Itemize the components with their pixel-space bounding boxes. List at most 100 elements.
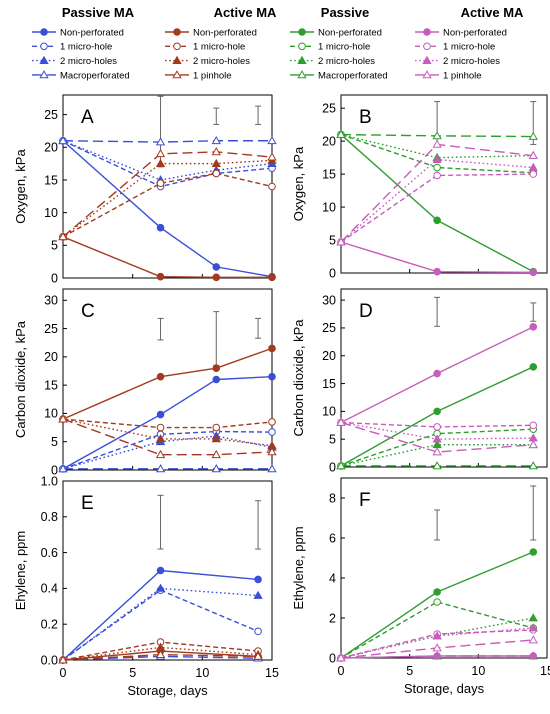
data-point xyxy=(528,439,538,449)
legend-label: Non-perforated xyxy=(443,27,507,38)
data-point xyxy=(211,449,221,459)
legend-entry-passive-2: 1 micro-hole xyxy=(32,42,112,53)
data-point xyxy=(268,273,276,282)
y-tick-label: 0 xyxy=(329,266,336,280)
legend-label: 2 micro-holes xyxy=(60,56,117,67)
y-tick-label: 20 xyxy=(322,349,336,363)
data-point xyxy=(267,447,277,456)
legend-entry-active-3: 2 micro-holes xyxy=(415,55,500,67)
panel-letter: C xyxy=(81,301,95,322)
y-tick-label: 8 xyxy=(329,491,336,505)
data-point xyxy=(336,461,346,470)
y-tick-label: 0 xyxy=(51,271,58,285)
y-tick-label: 5 xyxy=(51,239,58,253)
data-point xyxy=(432,447,442,456)
legend-active-title: Active MA xyxy=(214,5,277,20)
data-point xyxy=(529,421,538,430)
y-tick-label: 25 xyxy=(322,321,336,335)
data-point xyxy=(433,171,441,180)
data-point xyxy=(268,418,276,426)
data-point xyxy=(155,649,166,658)
error-bar xyxy=(530,485,537,541)
y-axis-label: Oxygen, kPa xyxy=(291,146,306,221)
data-point xyxy=(528,131,538,140)
legend-passive-title: Passive xyxy=(321,5,369,20)
data-point xyxy=(58,655,68,664)
plot-frame xyxy=(340,94,548,274)
data-point xyxy=(433,423,441,431)
legend-label: 1 micro-hole xyxy=(318,42,370,53)
series-line xyxy=(62,140,273,181)
y-tick-label: 5 xyxy=(329,233,336,247)
legend-entry-passive-1: Non-perforated xyxy=(290,27,382,38)
legend-label: Non-perforated xyxy=(318,27,382,38)
data-point xyxy=(529,323,538,331)
y-tick-label: 5 xyxy=(329,432,336,446)
plot-frame xyxy=(62,94,273,279)
data-point xyxy=(336,653,346,662)
legend-passive-title: Passive MA xyxy=(62,5,135,20)
legend-entry-passive-3: 2 micro-holes xyxy=(290,55,375,67)
panel-B: 0 5 10 15 20 25 Oxygen, kPa B xyxy=(291,94,548,280)
legend-marker xyxy=(298,42,306,51)
y-tick-label: 15 xyxy=(44,173,58,187)
data-point xyxy=(58,414,68,423)
series-line xyxy=(340,428,534,467)
y-tick-label: 20 xyxy=(322,134,336,148)
data-point xyxy=(211,147,221,156)
y-tick-label: 15 xyxy=(322,377,336,391)
y-tick-label: 0 xyxy=(329,651,336,665)
y-tick-label: 25 xyxy=(44,322,58,336)
data-point xyxy=(155,434,166,443)
data-point xyxy=(156,272,165,281)
error-bar xyxy=(434,509,441,541)
y-tick-label: 0.8 xyxy=(41,510,58,524)
data-point xyxy=(212,263,221,271)
y-axis-label: Carbon dioxide, kPa xyxy=(13,320,28,438)
data-point xyxy=(267,135,277,145)
plot-frame xyxy=(62,288,273,471)
x-tick-label: 15 xyxy=(540,664,550,678)
legend-left: Passive MA Active MA Non-perforated Non-per… xyxy=(32,5,277,81)
data-point xyxy=(155,158,166,167)
x-tick-label: 10 xyxy=(195,666,209,680)
series-line xyxy=(62,347,273,420)
data-point xyxy=(433,267,441,276)
error-bar xyxy=(255,105,262,125)
error-bar xyxy=(157,317,164,341)
series-active-triangle-open xyxy=(58,649,263,664)
legend-active-title: Active MA xyxy=(461,5,524,20)
series-active-triangle-open xyxy=(336,635,538,662)
series-line xyxy=(62,140,273,188)
legend-entry-active-3: 2 micro-holes xyxy=(165,55,250,67)
data-point xyxy=(212,375,221,384)
legend-marker xyxy=(422,55,432,64)
data-point xyxy=(528,623,538,632)
data-point xyxy=(336,237,346,246)
data-point xyxy=(156,372,165,381)
series-line xyxy=(62,151,273,238)
data-point xyxy=(432,131,442,140)
data-point xyxy=(212,364,221,372)
legend-entry-active-4: 1 pinhole xyxy=(165,70,232,81)
x-tick-label: 5 xyxy=(129,666,136,680)
series-line xyxy=(340,617,534,659)
data-point xyxy=(155,449,166,459)
legend-marker xyxy=(172,70,182,79)
data-point xyxy=(529,652,538,660)
data-point xyxy=(433,588,441,596)
legend-marker xyxy=(40,28,48,36)
panel-letter: B xyxy=(359,107,372,128)
data-point xyxy=(212,273,221,282)
legend-label: 1 pinhole xyxy=(193,70,232,81)
y-tick-label: 2 xyxy=(329,611,336,625)
data-point xyxy=(58,464,68,473)
panel-C: 0 5 10 15 20 25 30 Carbon dioxide, kPa C xyxy=(13,288,277,477)
data-point xyxy=(432,139,442,148)
data-point xyxy=(529,268,538,277)
data-point xyxy=(433,407,441,416)
data-point xyxy=(211,158,221,167)
data-point xyxy=(267,152,277,161)
legend-entry-passive-4: Macroperforated xyxy=(32,70,130,81)
series-line xyxy=(62,418,273,456)
